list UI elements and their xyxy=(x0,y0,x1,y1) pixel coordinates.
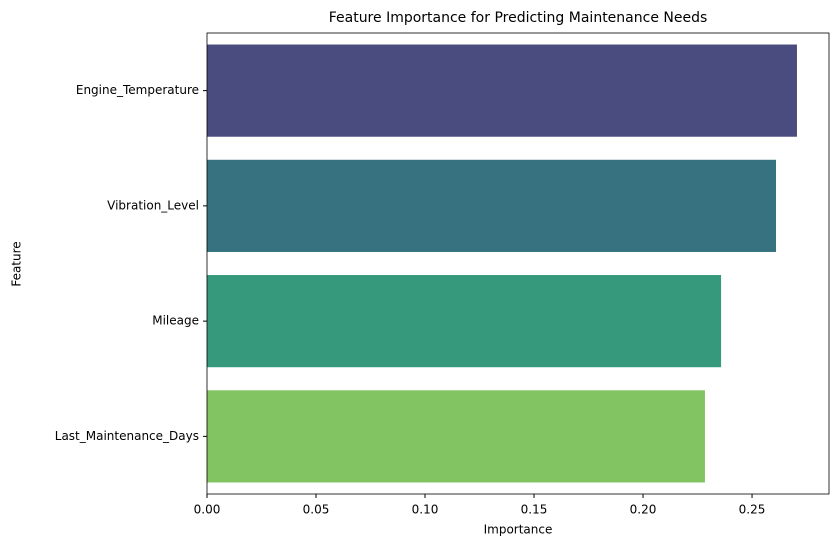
y-tick-label: Mileage xyxy=(152,314,199,328)
plot-frame xyxy=(206,32,830,495)
y-tick-label: Last_Maintenance_Days xyxy=(55,429,199,443)
bar xyxy=(207,390,705,483)
y-axis-label: Feature xyxy=(10,241,24,286)
x-tick-label: 0.05 xyxy=(303,503,330,517)
bar xyxy=(207,275,722,368)
x-tick-label: 0.25 xyxy=(739,503,766,517)
y-tick-label: Engine_Temperature xyxy=(76,83,199,97)
x-tick-label: 0.00 xyxy=(194,503,221,517)
x-tick-label: 0.10 xyxy=(412,503,439,517)
x-tick-label: 0.15 xyxy=(521,503,548,517)
y-tick-label: Vibration_Level xyxy=(107,198,199,212)
bar xyxy=(207,44,797,137)
chart-title: Feature Importance for Predicting Mainte… xyxy=(329,10,708,26)
bar xyxy=(207,159,777,252)
x-axis-label: Importance xyxy=(484,523,553,537)
x-tick-label: 0.20 xyxy=(630,503,657,517)
